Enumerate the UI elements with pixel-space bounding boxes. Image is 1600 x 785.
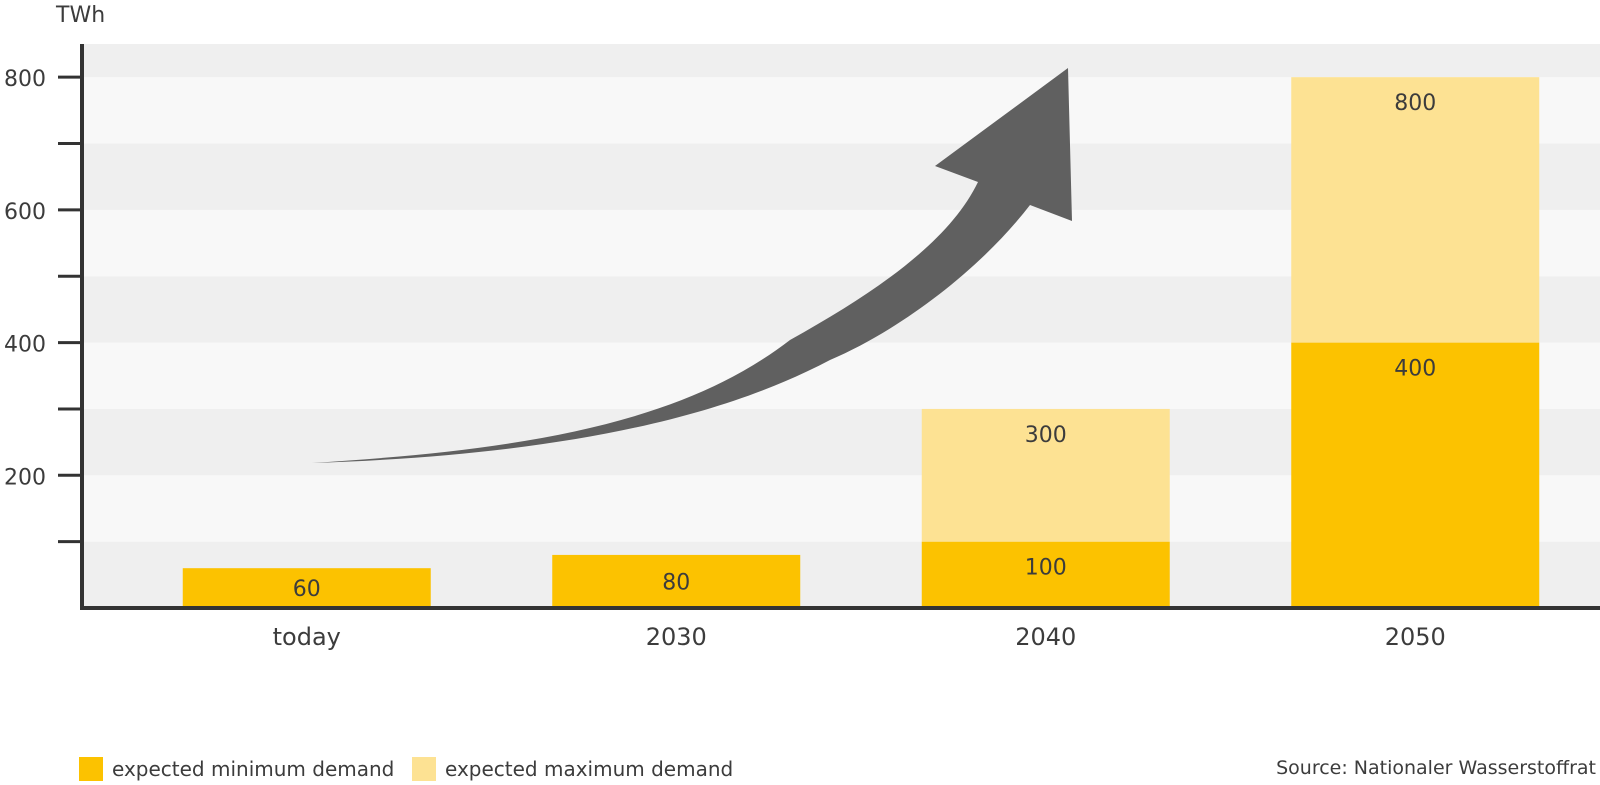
bar-segment-maximum	[921, 408, 1170, 542]
bar-segment-minimum	[182, 568, 431, 608]
data-label: 100	[1025, 556, 1067, 581]
legend-item-maximum: expected maximum demand	[412, 757, 733, 781]
legend-label-maximum: expected maximum demand	[445, 757, 734, 781]
y-tick-label: 400	[4, 333, 46, 358]
y-axis-ticks: 200 400 600 800	[4, 67, 82, 544]
legend-item-minimum: expected minimum demand	[79, 757, 394, 781]
y-tick-label: 200	[4, 465, 46, 490]
legend-swatch-maximum	[412, 757, 436, 781]
y-tick-label: 600	[4, 200, 46, 225]
data-label: 60	[293, 577, 321, 602]
bar-segment-maximum	[1291, 77, 1540, 343]
bars: 60 80 100 300 400 800	[182, 77, 1540, 608]
x-tick-label: today	[273, 623, 341, 651]
x-axis-labels: today 2030 2040 2050	[273, 623, 1446, 651]
demand-chart: TWh 200 400 600 800 60 80 100 300 400 800 today 2…	[4, 3, 1600, 651]
bar-segment-minimum	[552, 554, 801, 608]
y-tick-label: 800	[4, 67, 46, 92]
trend-arrow-icon	[312, 68, 1072, 463]
data-label: 80	[662, 570, 690, 595]
x-tick-label: 2050	[1385, 623, 1446, 651]
legend-label-minimum: expected minimum demand	[112, 757, 395, 781]
data-label: 800	[1394, 91, 1436, 116]
y-axis-title: TWh	[55, 3, 105, 28]
x-tick-label: 2040	[1015, 623, 1076, 651]
data-label: 400	[1394, 357, 1436, 382]
data-label: 300	[1025, 423, 1067, 448]
source-note: Source: Nationaler Wasserstoffrat	[1276, 757, 1596, 779]
legend-swatch-minimum	[79, 757, 103, 781]
bar-segment-minimum	[1291, 342, 1540, 608]
bar-segment-minimum	[921, 541, 1170, 608]
grid-band	[82, 44, 1600, 78]
x-tick-label: 2030	[646, 623, 707, 651]
